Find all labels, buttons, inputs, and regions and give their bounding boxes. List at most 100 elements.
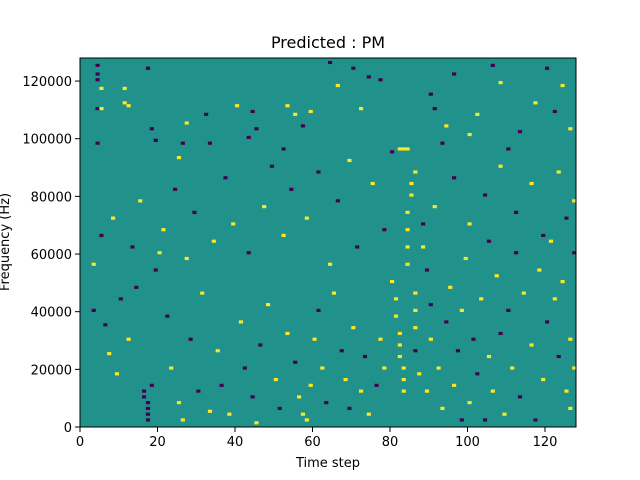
heatmap-cell [510, 366, 515, 370]
heatmap-cell [440, 141, 445, 145]
x-tick-label: 0 [76, 435, 84, 450]
heatmap-cell [95, 78, 100, 82]
heatmap-cell [397, 354, 402, 359]
heatmap-cell [405, 228, 410, 232]
heatmap-cell [114, 372, 120, 376]
y-axis-label: Frequency (Hz) [0, 193, 13, 291]
x-tick-label: 60 [304, 435, 321, 450]
heatmap-cell [153, 268, 158, 272]
heatmap-cell [145, 406, 151, 410]
heatmap-cell [421, 245, 426, 249]
heatmap-cell [366, 412, 371, 416]
heatmap-cell [235, 104, 240, 108]
heatmap-cell [335, 199, 340, 203]
heatmap-cell [463, 256, 468, 261]
heatmap-cell [452, 383, 457, 387]
heatmap-cell [145, 401, 151, 405]
heatmap-cell [238, 320, 244, 324]
heatmap-cell [541, 377, 546, 382]
heatmap-cell [157, 251, 162, 255]
heatmap-cell [308, 109, 313, 114]
heatmap-cell [169, 366, 174, 370]
heatmap-cell [432, 205, 437, 209]
heatmap-cell [207, 409, 213, 413]
heatmap-cell [405, 262, 410, 266]
heatmap-cell [475, 372, 480, 376]
heatmap-cell [552, 109, 557, 114]
heatmap-cell [95, 72, 100, 76]
y-axis: 0 20000 40000 60000 80000 100000 120000 [22, 75, 80, 436]
heatmap-cell [180, 418, 185, 422]
heatmap-cell [312, 337, 317, 341]
x-axis-label: Time step [295, 456, 360, 471]
plot-area [79, 57, 577, 428]
y-tick-label: 0 [64, 421, 72, 436]
heatmap-cell [192, 210, 197, 214]
heatmap-cell [91, 308, 96, 312]
heatmap-cell [339, 349, 344, 353]
heatmap-cell [452, 72, 457, 76]
heatmap-cell [308, 383, 313, 387]
heatmap-cell [378, 337, 383, 341]
heatmap-cell [486, 239, 492, 243]
heatmap-cell [99, 233, 104, 238]
heatmap-cell [362, 354, 368, 359]
heatmap-cell [529, 181, 534, 186]
heatmap-cell [153, 138, 158, 142]
heatmap-cell [390, 150, 395, 154]
heatmap-cell [176, 401, 182, 405]
heatmap-cell [304, 418, 309, 422]
heatmap-cell [138, 199, 143, 203]
heatmap-cell [351, 66, 356, 70]
heatmap-cell [452, 176, 457, 180]
y-tick-label: 120000 [22, 75, 72, 90]
heatmap-cell [498, 331, 503, 336]
heatmap-cell [467, 222, 472, 226]
heatmap-cell [421, 222, 426, 226]
heatmap-cell [281, 233, 286, 238]
heatmap-cell [409, 193, 414, 197]
heatmap-cell [320, 366, 325, 370]
heatmap-cell [506, 308, 511, 312]
heatmap-cell [537, 268, 542, 272]
x-tick-label: 100 [455, 435, 480, 450]
heatmap-cell [424, 268, 430, 272]
heatmap-cell [366, 75, 371, 79]
heatmap-cell [95, 107, 100, 111]
heatmap-cell [300, 124, 306, 128]
heatmap-cell [413, 170, 418, 174]
heatmap-cell [328, 262, 333, 266]
heatmap-cell [467, 401, 472, 405]
heatmap-cell [444, 320, 449, 324]
heatmap-cell [517, 130, 523, 134]
heatmap-cell [331, 291, 337, 295]
heatmap-cell [467, 132, 472, 137]
heatmap-cell [514, 210, 519, 214]
heatmap-cell [200, 291, 205, 295]
heatmap-cell [514, 251, 519, 255]
heatmap-cell [393, 297, 399, 301]
heatmap-cell [335, 83, 340, 88]
heatmap-cell [207, 141, 213, 145]
heatmap-cell [436, 366, 441, 370]
heatmap-cell [250, 109, 255, 114]
heatmap-cell [560, 83, 565, 88]
heatmap-cell [355, 245, 360, 249]
heatmap-cell [149, 383, 154, 387]
heatmap-cell [533, 418, 538, 422]
heatmap-cell [91, 262, 96, 266]
heatmap-cell [401, 366, 406, 370]
heatmap-cell [285, 331, 290, 336]
heatmap-cell [560, 279, 565, 284]
heatmap-cell [548, 239, 554, 243]
heatmap-cell [374, 383, 379, 387]
heatmap-cell [572, 199, 577, 203]
heatmap-cell [300, 412, 306, 416]
heatmap-cell [397, 331, 402, 336]
heatmap-cell [568, 406, 573, 410]
plot-background [80, 58, 576, 427]
y-tick-label: 80000 [31, 190, 72, 205]
heatmap-cell [359, 107, 364, 111]
heatmap-cell [370, 181, 375, 186]
heatmap-cell [483, 418, 488, 422]
